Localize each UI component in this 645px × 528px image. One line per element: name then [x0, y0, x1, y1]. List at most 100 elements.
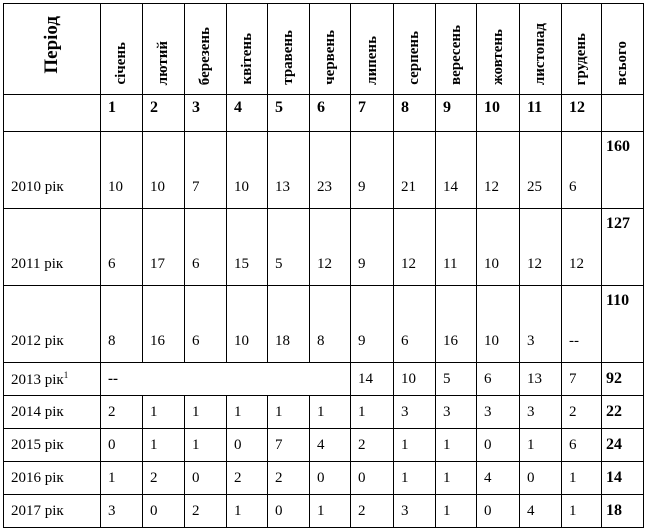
- month-value: 6: [476, 362, 520, 396]
- month-value: 12: [393, 208, 436, 286]
- table-row: 2016 рік 1 2 0 2 2 0 0 1 1 4 0 1 14: [3, 461, 644, 495]
- month-value: 10: [142, 131, 185, 209]
- month-value: 1: [100, 461, 143, 495]
- year-label: 2017 рік: [3, 494, 101, 528]
- month-value: 2: [350, 494, 394, 528]
- month-value: 10: [100, 131, 143, 209]
- month-value: 2: [142, 461, 185, 495]
- month-value: 3: [393, 395, 436, 429]
- table-row: 2017 рік 3 0 2 1 0 1 2 3 1 0 4 1 18: [3, 494, 644, 528]
- month-value: 15: [226, 208, 268, 286]
- month-value: 12: [519, 208, 562, 286]
- statistics-table: Період січень лютий березень квітень травень…: [3, 3, 644, 528]
- year-total: 24: [601, 428, 644, 462]
- period-header: Період: [3, 3, 101, 95]
- month-value: 6: [100, 208, 143, 286]
- table-row: 2010 рік 10 10 7 10 13 23 9 21 14 12 25 6 160: [3, 131, 644, 209]
- year-total: 160: [601, 131, 644, 209]
- month-number: 11: [519, 94, 562, 132]
- month-header: січень: [100, 3, 143, 95]
- month-number: 2: [142, 94, 185, 132]
- month-value: 1: [226, 395, 268, 429]
- table-row: 2013 рік1 -- 14 10 5 6 13 7 92: [3, 362, 644, 396]
- month-value: 1: [519, 428, 562, 462]
- month-value: 10: [476, 208, 520, 286]
- year-label: 2013 рік1: [3, 362, 101, 396]
- month-value: 1: [350, 395, 394, 429]
- month-value: 21: [393, 131, 436, 209]
- month-value: 25: [519, 131, 562, 209]
- month-value: 14: [350, 362, 394, 396]
- month-header: жовтень: [476, 3, 520, 95]
- month-value: 4: [476, 461, 520, 495]
- table-row: 2012 рік 8 16 6 10 18 8 9 6 16 10 3 -- 110: [3, 285, 644, 363]
- month-value: 6: [184, 285, 227, 363]
- year-label: 2010 рік: [3, 131, 101, 209]
- month-header: липень: [350, 3, 394, 95]
- month-value: 3: [435, 395, 477, 429]
- month-number: 3: [184, 94, 227, 132]
- month-value: 2: [561, 395, 602, 429]
- month-value: 0: [476, 494, 520, 528]
- month-value: 1: [142, 395, 185, 429]
- year-label: 2011 рік: [3, 208, 101, 286]
- month-value: 1: [561, 461, 602, 495]
- month-value: 0: [309, 461, 351, 495]
- month-header: березень: [184, 3, 227, 95]
- month-header: травень: [267, 3, 310, 95]
- month-value: 23: [309, 131, 351, 209]
- month-number: 9: [435, 94, 477, 132]
- month-value: 3: [519, 395, 562, 429]
- month-value: 3: [100, 494, 143, 528]
- year-total: 127: [601, 208, 644, 286]
- month-value: 12: [476, 131, 520, 209]
- month-value: 7: [561, 362, 602, 396]
- month-value: 13: [519, 362, 562, 396]
- month-number: 8: [393, 94, 436, 132]
- year-total: 14: [601, 461, 644, 495]
- month-value: 10: [476, 285, 520, 363]
- month-value: 18: [267, 285, 310, 363]
- month-value: 1: [393, 461, 436, 495]
- header-row: Період січень лютий березень квітень травень…: [3, 3, 644, 95]
- year-label: 2012 рік: [3, 285, 101, 363]
- month-header: вересень: [435, 3, 477, 95]
- month-value: 10: [393, 362, 436, 396]
- month-value: 2: [350, 428, 394, 462]
- year-total: 92: [601, 362, 644, 396]
- month-value: 6: [561, 428, 602, 462]
- month-value: 8: [100, 285, 143, 363]
- month-header: листопад: [519, 3, 562, 95]
- month-value: 5: [267, 208, 310, 286]
- month-value: 1: [309, 395, 351, 429]
- month-value: 1: [561, 494, 602, 528]
- month-value: 3: [519, 285, 562, 363]
- month-value: 9: [350, 208, 394, 286]
- month-value: 0: [350, 461, 394, 495]
- month-value: 2: [184, 494, 227, 528]
- table-row: 2011 рік 6 17 6 15 5 12 9 12 11 10 12 12 127: [3, 208, 644, 286]
- month-value: 9: [350, 285, 394, 363]
- month-value: 16: [142, 285, 185, 363]
- month-value: 0: [184, 461, 227, 495]
- month-value: 9: [350, 131, 394, 209]
- month-value: 0: [142, 494, 185, 528]
- month-value: 13: [267, 131, 310, 209]
- month-value: 7: [267, 428, 310, 462]
- month-value: 0: [226, 428, 268, 462]
- month-value: 12: [561, 208, 602, 286]
- total-header: всього: [601, 3, 644, 95]
- month-value: 2: [100, 395, 143, 429]
- month-number: 10: [476, 94, 520, 132]
- month-value: 1: [393, 428, 436, 462]
- month-value: 2: [226, 461, 268, 495]
- month-value: 4: [519, 494, 562, 528]
- footnote-marker: 1: [63, 369, 69, 380]
- month-number: 6: [309, 94, 351, 132]
- month-value: 1: [184, 428, 227, 462]
- month-value: 7: [184, 131, 227, 209]
- month-number: 7: [350, 94, 394, 132]
- month-value: 1: [435, 494, 477, 528]
- table-row: 2015 рік 0 1 1 0 7 4 2 1 1 0 1 6 24: [3, 428, 644, 462]
- month-value: 1: [267, 395, 310, 429]
